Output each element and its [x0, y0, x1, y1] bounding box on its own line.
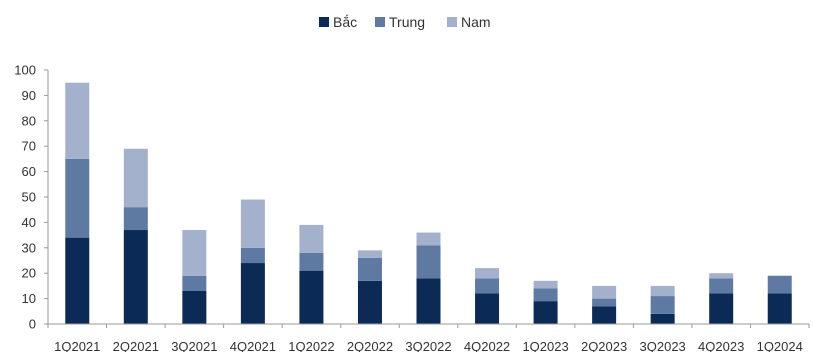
bar-1q2021-bac — [65, 237, 90, 324]
bar-3q2023-nam — [650, 285, 675, 297]
bar-3q2021-nam — [182, 230, 207, 276]
legend-label-nam: Nam — [461, 14, 491, 30]
bar-1q2021-trung — [65, 158, 90, 238]
x-tick-label: 1Q2021 — [54, 339, 100, 352]
bar-4q2023-trung — [709, 278, 734, 294]
bar-1q2021-nam — [65, 82, 90, 159]
x-tick-label: 1Q2024 — [757, 339, 803, 352]
bar-1q2023-bac — [533, 301, 558, 324]
bar-3q2021-trung — [182, 275, 207, 291]
bar-2q2022-bac — [357, 280, 382, 324]
bar-1q2024-bac — [767, 293, 792, 324]
bar-4q2021-trung — [240, 247, 265, 264]
x-tick-label: 1Q2023 — [522, 339, 568, 352]
bar-2q2021-trung — [123, 207, 148, 231]
bar-4q2023-nam — [709, 273, 734, 279]
legend-item-nam: Nam — [447, 14, 491, 30]
x-tick-label: 4Q2022 — [464, 339, 510, 352]
x-tick-label: 3Q2023 — [640, 339, 686, 352]
x-tick-label: 4Q2021 — [230, 339, 276, 352]
legend-label-bac: Bắc — [333, 14, 357, 30]
bar-3q2022-nam — [416, 232, 441, 246]
bar-4q2021-bac — [240, 263, 265, 324]
legend-label-trung: Trung — [389, 14, 425, 30]
bar-4q2021-nam — [240, 199, 265, 248]
x-tick-label: 2Q2023 — [581, 339, 627, 352]
y-tick-label: 100 — [14, 63, 36, 78]
y-tick-label: 80 — [22, 113, 36, 128]
bar-1q2022-trung — [299, 252, 324, 271]
bar-4q2022-nam — [475, 268, 500, 279]
x-tick-label: 3Q2021 — [171, 339, 217, 352]
bars-group — [65, 82, 792, 324]
bar-3q2022-bac — [416, 278, 441, 324]
bar-3q2021-bac — [182, 290, 207, 324]
bar-4q2023-bac — [709, 293, 734, 324]
bar-3q2023-bac — [650, 313, 675, 324]
y-tick-label: 40 — [22, 215, 36, 230]
bar-4q2022-trung — [475, 278, 500, 294]
bar-3q2022-trung — [416, 245, 441, 279]
y-tick-label: 30 — [22, 240, 36, 255]
x-tick-label: 2Q2021 — [113, 339, 159, 352]
y-tick-label: 70 — [22, 139, 36, 154]
legend-item-bac: Bắc — [319, 14, 357, 30]
y-tick-label: 60 — [22, 164, 36, 179]
bar-2q2021-bac — [123, 230, 148, 324]
legend-swatch-nam — [447, 17, 457, 27]
y-tick-label: 10 — [22, 291, 36, 306]
bar-1q2022-nam — [299, 224, 324, 253]
bar-2q2023-bac — [592, 306, 617, 324]
x-tick-label: 3Q2022 — [405, 339, 451, 352]
bar-4q2022-bac — [475, 293, 500, 324]
y-tick-label: 90 — [22, 88, 36, 103]
y-tick-label: 20 — [22, 266, 36, 281]
legend: Bắc Trung Nam — [319, 14, 491, 30]
x-tick-label: 2Q2022 — [347, 339, 393, 352]
bar-2q2023-nam — [592, 285, 617, 299]
legend-item-trung: Trung — [375, 14, 425, 30]
bar-2q2022-nam — [357, 250, 382, 258]
legend-swatch-bac — [319, 17, 329, 27]
y-tick-label: 50 — [22, 190, 36, 205]
x-tick-label: 1Q2022 — [288, 339, 334, 352]
bar-1q2023-trung — [533, 288, 558, 302]
bar-2q2023-trung — [592, 298, 617, 307]
bar-2q2021-nam — [123, 148, 148, 208]
bar-1q2024-trung — [767, 275, 792, 294]
x-tick-label: 4Q2023 — [698, 339, 744, 352]
bar-1q2023-nam — [533, 280, 558, 289]
y-axis: 0 10 20 30 40 50 60 70 80 90 100 — [14, 63, 49, 332]
x-axis: 1Q2021 2Q2021 3Q2021 4Q2021 1Q2022 2Q2022 3Q20… — [47, 323, 810, 352]
legend-swatch-trung — [375, 17, 385, 27]
bar-2q2022-trung — [357, 257, 382, 281]
y-tick-label: 0 — [29, 317, 36, 332]
bar-1q2022-bac — [299, 270, 324, 324]
bar-3q2023-trung — [650, 296, 675, 314]
